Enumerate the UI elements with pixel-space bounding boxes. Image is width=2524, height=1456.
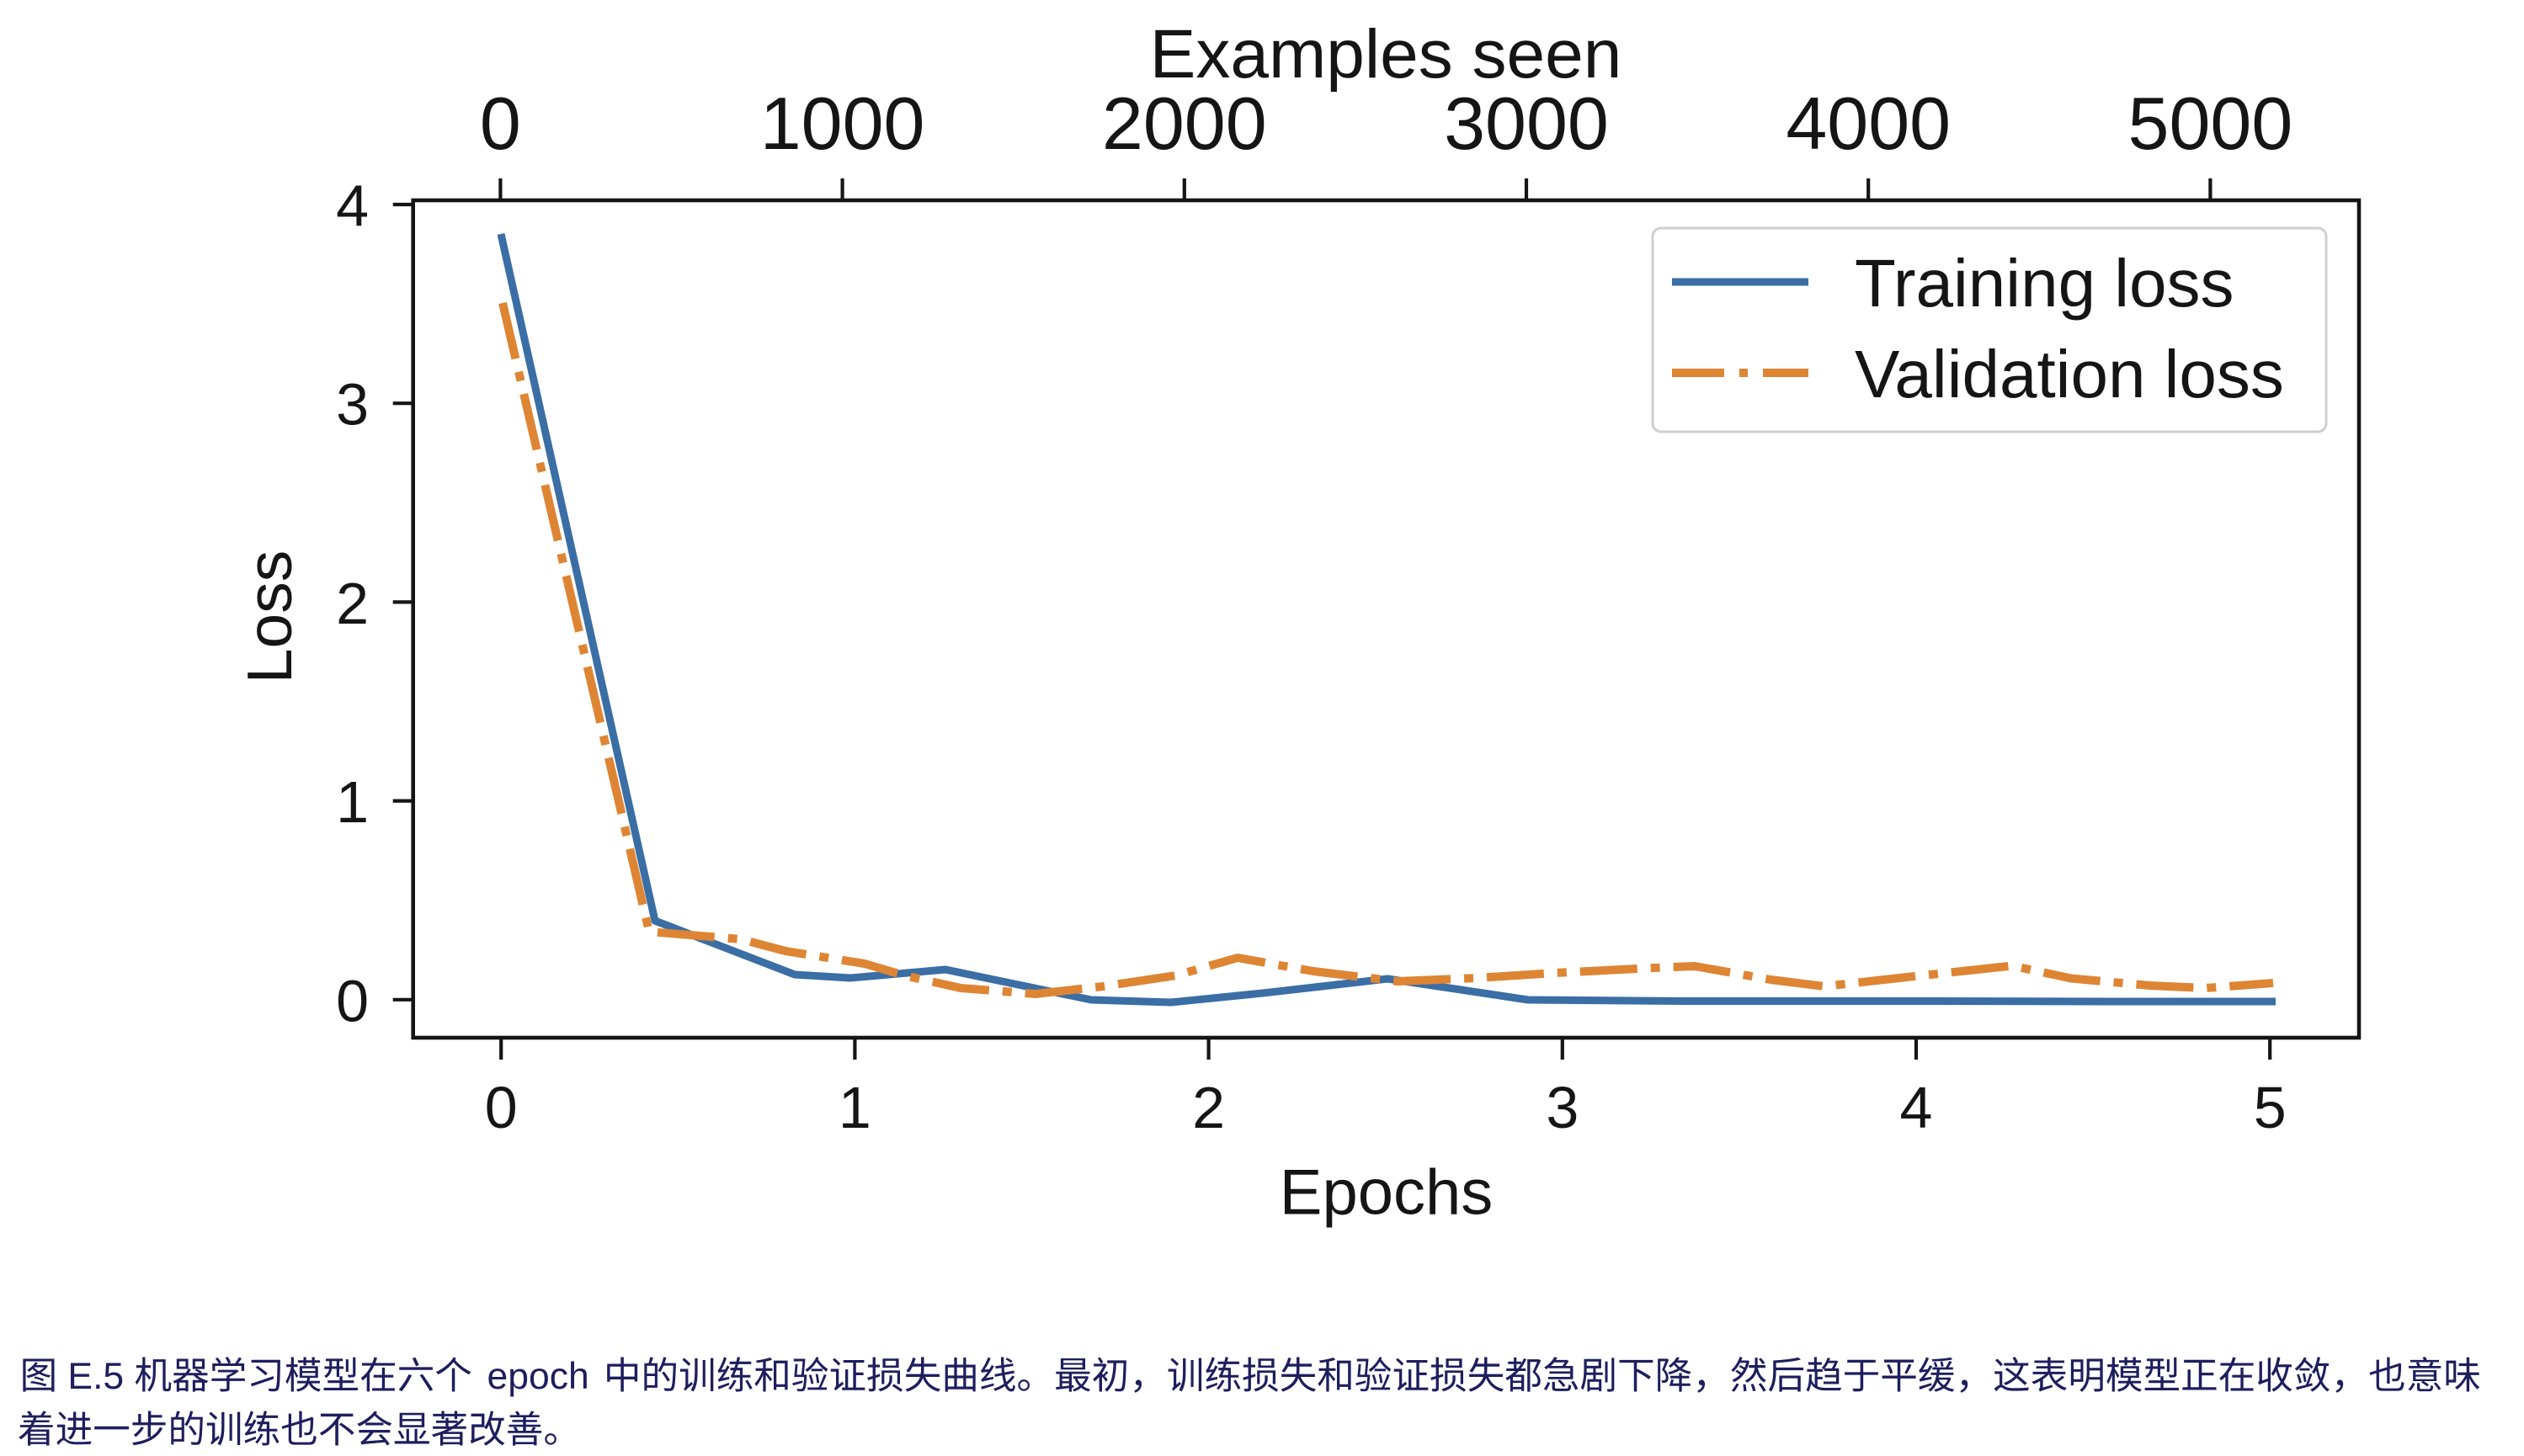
svg-text:2000: 2000	[1102, 82, 1267, 165]
svg-text:4000: 4000	[1786, 82, 1951, 165]
svg-text:2: 2	[1192, 1075, 1225, 1140]
svg-text:0: 0	[480, 82, 521, 165]
svg-text:3: 3	[1546, 1075, 1579, 1140]
svg-text:E.5: E.5	[67, 1356, 124, 1397]
svg-text:0: 0	[485, 1075, 518, 1140]
svg-text:1: 1	[839, 1075, 871, 1140]
svg-text:Training loss: Training loss	[1855, 246, 2234, 321]
svg-text:5000: 5000	[2128, 82, 2293, 165]
svg-text:5: 5	[2254, 1075, 2287, 1140]
svg-text:Loss: Loss	[234, 550, 305, 683]
svg-text:1: 1	[336, 769, 369, 835]
svg-text:4: 4	[336, 173, 369, 239]
svg-text:1000: 1000	[760, 82, 925, 165]
svg-text:Validation loss: Validation loss	[1855, 337, 2284, 412]
svg-text:3000: 3000	[1444, 82, 1609, 165]
svg-text:Examples seen: Examples seen	[1150, 16, 1622, 93]
svg-text:epoch: epoch	[487, 1356, 589, 1397]
svg-text:0: 0	[336, 968, 369, 1034]
svg-text:Epochs: Epochs	[1280, 1157, 1494, 1229]
svg-text:4: 4	[1900, 1075, 1933, 1140]
svg-text:3: 3	[336, 372, 369, 438]
svg-text:2: 2	[336, 571, 369, 636]
